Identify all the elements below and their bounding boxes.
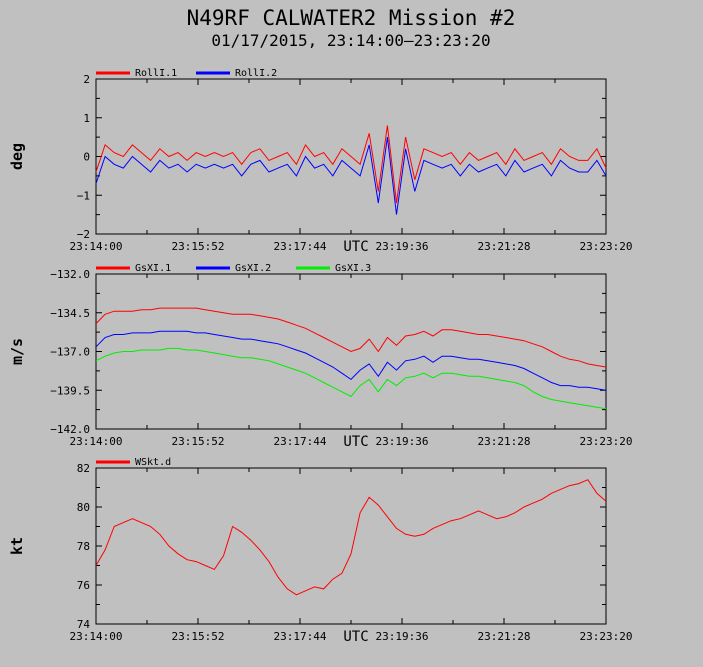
y-tick-label: 0 — [83, 151, 90, 164]
legend-label: WSkt.d — [135, 457, 171, 468]
x-tick-label: 23:17:44 — [274, 630, 327, 643]
x-axis-label: UTC — [343, 629, 368, 645]
plot-frame — [95, 467, 607, 625]
series-line-GsXI.1 — [95, 307, 607, 368]
y-axis-label: m/s — [8, 338, 26, 365]
y-tick-label: 74 — [77, 618, 91, 631]
x-tick-label: 23:14:00 — [70, 630, 123, 643]
y-tick-label: 1 — [83, 112, 90, 125]
series-line-WSkt.d — [95, 479, 607, 596]
x-tick-label: 23:23:20 — [580, 240, 633, 253]
x-tick-label: 23:17:44 — [274, 240, 327, 253]
x-tick-label: 23:19:36 — [376, 435, 429, 448]
y-tick-label: 82 — [77, 462, 90, 475]
x-tick-label: 23:14:00 — [70, 240, 123, 253]
y-tick-label: −142.0 — [50, 423, 90, 436]
series-line-GsXI.3 — [95, 347, 607, 410]
y-tick-label: −132.0 — [50, 268, 90, 281]
x-axis-label: UTC — [343, 239, 368, 255]
y-tick-label: −2 — [77, 228, 90, 241]
y-tick-label: −134.5 — [50, 307, 90, 320]
y-tick-label: −1 — [77, 189, 90, 202]
series-line-RollI.1 — [95, 125, 607, 204]
y-axis-label: kt — [8, 537, 26, 555]
x-axis-label: UTC — [343, 434, 368, 450]
legend-label: GsXI.1 — [135, 263, 171, 274]
x-tick-label: 23:21:28 — [478, 240, 531, 253]
chart-subtitle: 01/17/2015, 23:14:00–23:23:20 — [211, 31, 490, 50]
panel-2: 23:14:00 23:15:52 23:17:44 23:19:36 23:21:28… — [8, 263, 632, 450]
legend-label: RollI.1 — [135, 68, 177, 79]
y-tick-label: −139.5 — [50, 384, 90, 397]
panel-3: 23:14:00 23:15:52 23:17:44 23:19:36 23:21:28… — [8, 457, 632, 645]
legend-label: GsXI.2 — [235, 263, 271, 274]
panels: 23:14:00 23:15:52 23:17:44 23:19:36 23:21:28… — [8, 68, 632, 645]
y-tick-label: 2 — [83, 73, 90, 86]
x-tick-label: 23:21:28 — [478, 435, 531, 448]
x-tick-label: 23:15:52 — [172, 630, 225, 643]
y-axis-label: deg — [8, 143, 26, 170]
series-line-RollI.2 — [95, 137, 607, 215]
x-tick-label: 23:21:28 — [478, 630, 531, 643]
x-tick-label: 23:23:20 — [580, 630, 633, 643]
y-tick-label: 76 — [77, 579, 90, 592]
series-line-GsXI.2 — [95, 330, 607, 391]
chart-title: N49RF CALWATER2 Mission #2 — [187, 6, 516, 30]
x-tick-label: 23:14:00 — [70, 435, 123, 448]
x-tick-label: 23:19:36 — [376, 630, 429, 643]
x-tick-label: 23:15:52 — [172, 240, 225, 253]
y-tick-label: 78 — [77, 540, 90, 553]
x-tick-label: 23:23:20 — [580, 435, 633, 448]
panel-1: 23:14:00 23:15:52 23:17:44 23:19:36 23:21:28… — [8, 68, 632, 255]
x-tick-label: 23:15:52 — [172, 435, 225, 448]
y-tick-label: −137.0 — [50, 346, 90, 359]
x-tick-label: 23:17:44 — [274, 435, 327, 448]
x-tick-label: 23:19:36 — [376, 240, 429, 253]
y-tick-label: 80 — [77, 501, 90, 514]
legend-label: RollI.2 — [235, 68, 277, 79]
legend-label: GsXI.3 — [335, 263, 371, 274]
